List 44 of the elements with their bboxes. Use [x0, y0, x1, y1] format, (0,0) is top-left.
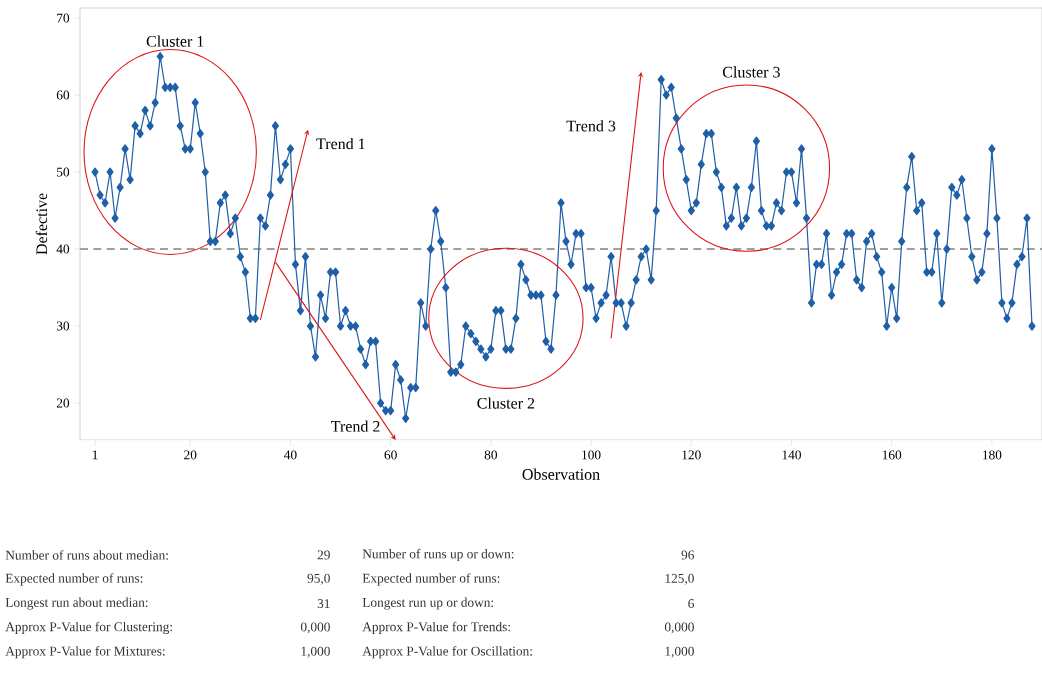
y-axis-title: Defective [35, 193, 48, 255]
x-tick-label: 40 [284, 450, 297, 460]
text: 6 [688, 599, 695, 609]
text: 29 [317, 550, 330, 560]
annotation: Trend 1 [316, 137, 365, 150]
y-tick-label: 70 [57, 13, 70, 23]
text: Approx P-Value for Trends: [362, 621, 510, 634]
y-tick-label: 40 [56, 244, 70, 254]
text: 95,0 [307, 573, 330, 585]
text: Number of runs about median: [5, 550, 168, 560]
x-tick-label: 80 [484, 450, 498, 460]
x-tick-label: 160 [882, 450, 902, 460]
text: Approx P-Value for Oscillation: [362, 646, 532, 659]
x-tick-label: 120 [682, 450, 701, 460]
text: 0,000 [300, 622, 330, 634]
text: 31 [317, 599, 330, 609]
text: Longest run about median: [5, 597, 148, 610]
annotation: Cluster 2 [477, 397, 535, 409]
text: Approx P-Value for Clustering: [5, 621, 172, 635]
text: Expected number of runs: [362, 573, 500, 586]
text: Approx P-Value for Mixtures: [5, 646, 165, 659]
text: 0,000 [664, 622, 694, 634]
y-tick-label: 20 [56, 398, 70, 408]
text: Number of runs up or down: [362, 548, 514, 562]
annotation: Cluster 3 [722, 66, 780, 78]
y-tick-label: 60 [56, 90, 70, 100]
annotation: Cluster 1 [146, 35, 204, 47]
x-tick-label: 100 [582, 450, 601, 460]
y-tick-label: 30 [56, 321, 70, 331]
annotation: Trend 2 [331, 420, 380, 432]
text: 96 [681, 550, 695, 560]
x-tick-label: 60 [384, 450, 397, 460]
x-tick-label: 180 [983, 450, 1002, 460]
text: 125,0 [665, 573, 694, 585]
text: Longest run up or down: [362, 597, 494, 610]
x-tick-label: 20 [184, 450, 197, 460]
x-tick-label: 140 [782, 450, 801, 460]
annotation: Trend 3 [566, 120, 616, 132]
x-tick-label: 1 [92, 450, 98, 460]
y-tick-label: 50 [57, 167, 70, 177]
text: Expected number of runs: [5, 573, 143, 586]
x-axis-title: Observation [522, 468, 600, 480]
text: 1,000 [665, 646, 694, 658]
text: 1,000 [301, 646, 330, 658]
